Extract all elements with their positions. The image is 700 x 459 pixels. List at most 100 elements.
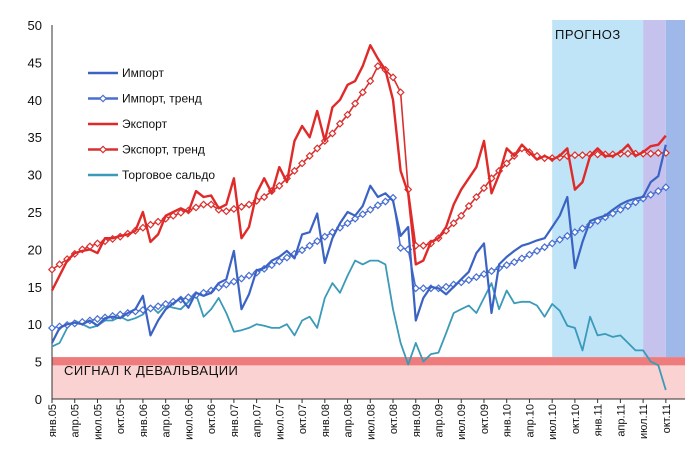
x-tick-label: окт.07 bbox=[297, 404, 309, 434]
trend-marker bbox=[502, 261, 511, 270]
legend-label: Импорт, тренд bbox=[122, 92, 202, 106]
y-tick-label: 30 bbox=[28, 168, 42, 183]
trend-marker bbox=[229, 204, 238, 214]
forecast-band-3 bbox=[665, 20, 685, 358]
trend-marker bbox=[47, 323, 57, 332]
trend-marker bbox=[570, 151, 579, 160]
trend-marker bbox=[93, 314, 102, 324]
forecast-band-2 bbox=[643, 20, 666, 358]
x-tick-label: окт.11 bbox=[661, 404, 673, 433]
x-tick-label: окт.09 bbox=[479, 404, 491, 434]
trend-marker bbox=[366, 205, 375, 214]
trend-marker bbox=[654, 148, 663, 157]
trend-marker bbox=[419, 284, 428, 293]
x-tick-label: апр.08 bbox=[343, 404, 355, 437]
trend-marker bbox=[222, 207, 231, 216]
series-import-trend bbox=[51, 186, 667, 329]
legend-marker bbox=[98, 145, 108, 154]
trend-marker bbox=[343, 110, 352, 119]
trend-marker bbox=[472, 273, 481, 282]
trend-marker bbox=[472, 192, 481, 202]
trend-marker bbox=[449, 219, 458, 228]
trend-marker bbox=[366, 77, 375, 86]
x-tick-label: янв.11 bbox=[593, 404, 605, 436]
trend-marker bbox=[275, 257, 284, 266]
trend-marker bbox=[47, 265, 57, 274]
y-tick-label: 20 bbox=[28, 242, 42, 257]
trend-marker bbox=[661, 183, 670, 192]
trend-marker bbox=[313, 144, 322, 153]
trend-marker bbox=[396, 88, 405, 97]
trend-marker bbox=[282, 253, 291, 262]
x-tick-label: апр.11 bbox=[615, 404, 627, 437]
trend-marker bbox=[229, 277, 238, 286]
trend-marker bbox=[525, 250, 534, 259]
series-balance bbox=[51, 259, 667, 391]
y-tick-label: 15 bbox=[28, 280, 42, 295]
trend-marker bbox=[646, 149, 655, 158]
trend-marker bbox=[464, 276, 473, 285]
trend-marker bbox=[146, 220, 155, 229]
trend-marker bbox=[305, 241, 314, 250]
x-tick-label: июл.08 bbox=[365, 404, 377, 440]
x-tick-label: окт.08 bbox=[388, 404, 400, 434]
trend-marker bbox=[184, 293, 193, 302]
legend-label: Экспорт bbox=[122, 117, 168, 131]
x-tick-label: июл.07 bbox=[274, 404, 286, 440]
trend-marker bbox=[555, 235, 564, 244]
x-tick-label: окт.10 bbox=[570, 404, 582, 434]
series-import bbox=[51, 144, 667, 344]
trend-marker bbox=[343, 219, 352, 228]
trend-marker bbox=[358, 88, 367, 97]
y-tick-label: 5 bbox=[35, 355, 42, 370]
trend-marker bbox=[373, 201, 382, 210]
y-tick-label: 40 bbox=[28, 93, 42, 108]
x-tick-label: июл.11 bbox=[638, 404, 650, 439]
trend-marker bbox=[290, 166, 299, 175]
x-tick-label: апр.07 bbox=[252, 404, 264, 437]
trend-marker bbox=[586, 220, 595, 229]
legend-label: Экспорт, тренд bbox=[122, 143, 205, 157]
trend-marker bbox=[313, 237, 322, 246]
trend-marker bbox=[244, 200, 254, 209]
trend-marker bbox=[578, 224, 587, 233]
x-tick-label: янв.10 bbox=[502, 404, 514, 437]
legend-label: Импорт bbox=[122, 66, 164, 80]
trend-marker bbox=[93, 239, 102, 248]
trend-marker bbox=[593, 150, 602, 159]
legend-label: Торговое сальдо bbox=[122, 168, 215, 182]
trend-marker bbox=[487, 267, 496, 276]
trend-marker bbox=[517, 254, 526, 263]
trend-marker bbox=[161, 299, 170, 309]
trend-marker bbox=[654, 187, 663, 196]
trend-marker bbox=[154, 302, 163, 311]
trend-marker bbox=[146, 304, 155, 313]
trend-marker bbox=[548, 239, 557, 248]
trend-marker bbox=[191, 203, 201, 212]
series-export bbox=[50, 44, 667, 292]
trend-marker bbox=[207, 200, 216, 209]
x-tick-label: окт.06 bbox=[206, 404, 218, 434]
trend-marker bbox=[457, 211, 466, 220]
trend-marker bbox=[578, 151, 587, 160]
trend-marker bbox=[532, 246, 542, 255]
x-tick-label: июл.05 bbox=[92, 404, 104, 440]
trend-marker bbox=[510, 258, 519, 267]
trend-marker bbox=[335, 119, 345, 128]
trend-marker bbox=[138, 223, 147, 232]
x-tick-label: окт.05 bbox=[115, 404, 127, 434]
x-tick-label: июл.10 bbox=[547, 404, 559, 440]
trend-marker bbox=[244, 271, 254, 280]
trend-marker bbox=[275, 181, 284, 190]
x-tick-label: июл.09 bbox=[456, 404, 468, 440]
trend-marker bbox=[298, 246, 307, 255]
trend-marker bbox=[358, 210, 367, 219]
trend-marker bbox=[623, 201, 633, 211]
trend-marker bbox=[631, 198, 640, 207]
trend-marker bbox=[540, 243, 549, 252]
y-tick-label: 10 bbox=[28, 317, 42, 332]
trend-marker bbox=[381, 197, 390, 206]
trend-marker bbox=[616, 205, 625, 214]
